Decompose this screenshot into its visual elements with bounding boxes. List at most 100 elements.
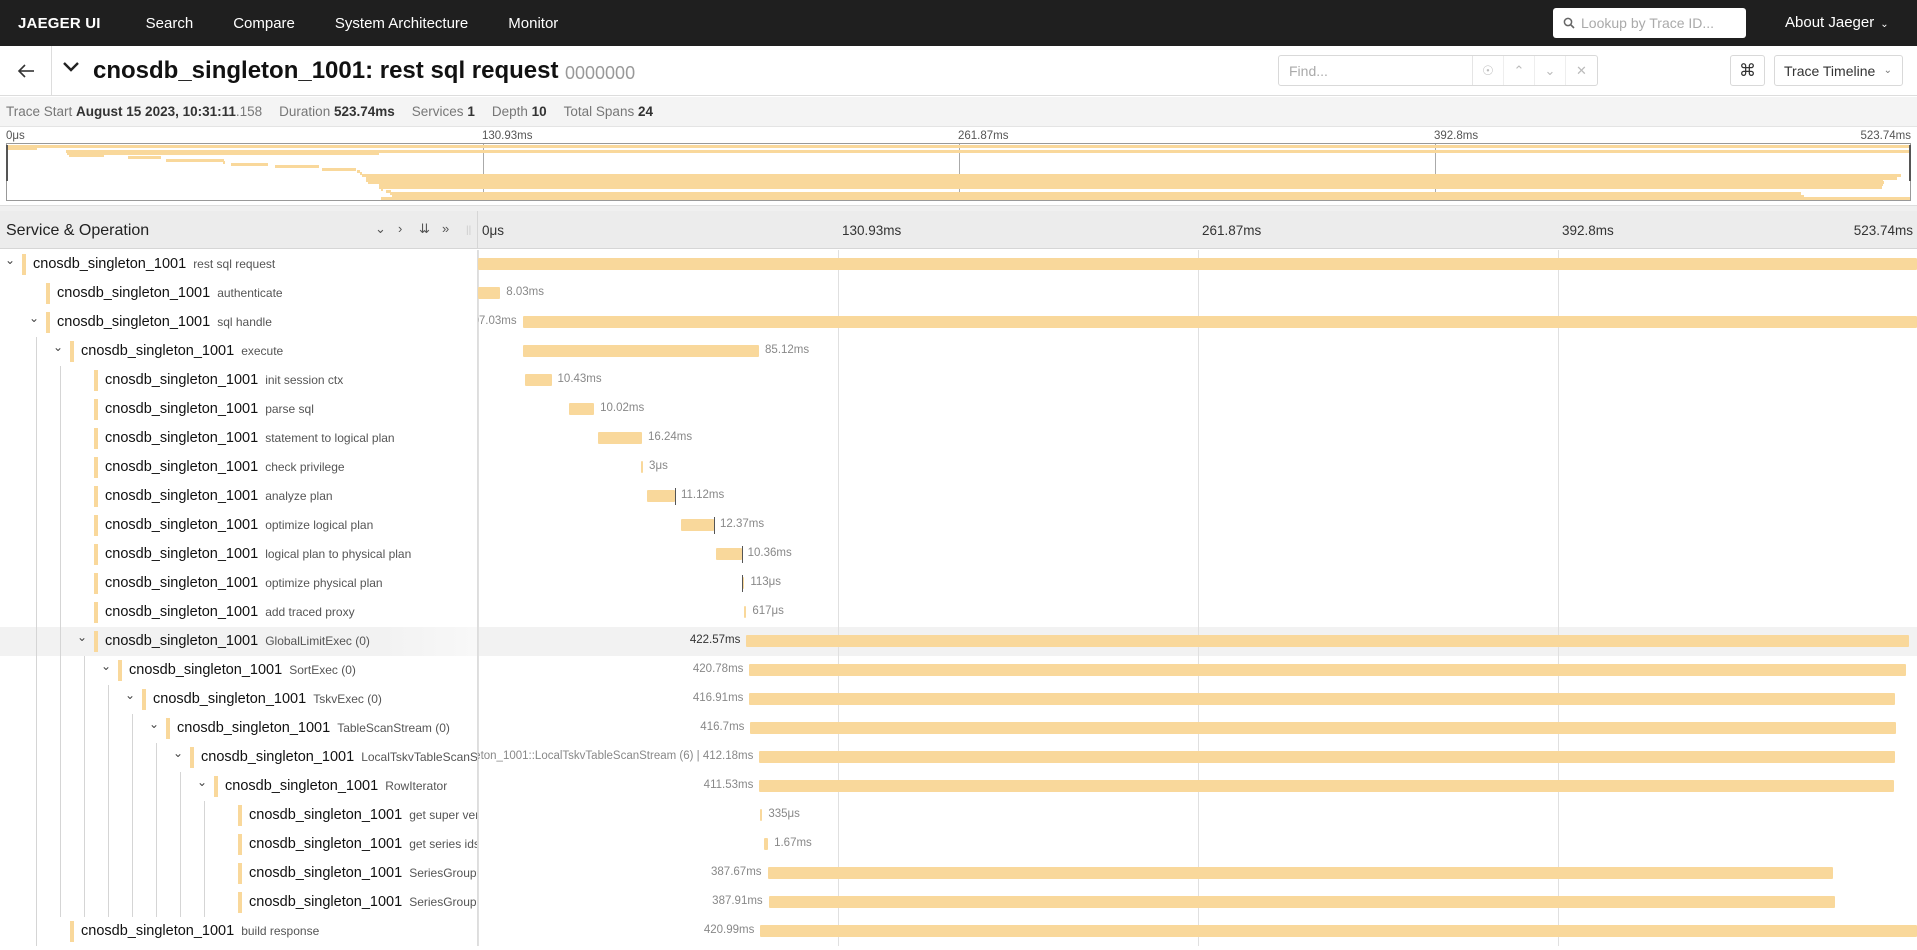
- span-name-cell[interactable]: cnosdb_singleton_1001 init session ctx: [0, 366, 478, 395]
- span-bar[interactable]: [742, 577, 745, 589]
- span-timeline-cell[interactable]: 10.02ms: [478, 395, 1917, 424]
- chevron-down-icon[interactable]: ⌄: [125, 688, 136, 702]
- back-button[interactable]: [0, 46, 52, 96]
- span-timeline-cell[interactable]: 416.7ms: [478, 714, 1917, 743]
- chevron-down-icon[interactable]: [62, 58, 80, 76]
- span-service-name[interactable]: cnosdb_singleton_1001 GlobalLimitExec (0): [105, 633, 370, 649]
- span-row[interactable]: cnosdb_singleton_1001SeriesGroupRowItera…: [0, 859, 1917, 888]
- span-row[interactable]: cnosdb_singleton_1001 add traced proxy 617…: [0, 598, 1917, 627]
- nav-system-architecture[interactable]: System Architecture: [334, 14, 469, 32]
- span-bar[interactable]: [716, 548, 742, 560]
- span-row[interactable]: ⌄ cnosdb_singleton_1001 SortExec (0) 420.78…: [0, 656, 1917, 685]
- span-timeline-cell[interactable]: 3μs: [478, 453, 1917, 482]
- expand-all-icon[interactable]: »: [442, 221, 450, 236]
- span-service-name[interactable]: cnosdb_singleton_1001 statement to logica…: [105, 430, 395, 446]
- span-bar[interactable]: [744, 606, 747, 618]
- span-row[interactable]: cnosdb_singleton_1001 init session ctx 10.…: [0, 366, 1917, 395]
- span-service-name[interactable]: cnosdb_singleton_1001 check privilege: [105, 459, 345, 475]
- span-service-name[interactable]: cnosdb_singleton_1001 rest sql request: [33, 256, 276, 272]
- close-icon[interactable]: ✕: [1576, 62, 1587, 78]
- chevron-down-icon[interactable]: ⌄: [173, 746, 184, 760]
- span-bar[interactable]: [478, 287, 501, 299]
- span-service-name[interactable]: cnosdb_singleton_1001 RowIterator: [225, 778, 448, 794]
- span-name-cell[interactable]: ⌄ cnosdb_singleton_1001 GlobalLimitExec (0…: [0, 627, 478, 656]
- span-bar[interactable]: [523, 345, 760, 357]
- span-row[interactable]: ⌄ cnosdb_singleton_1001 execute 85.12ms: [0, 337, 1917, 366]
- span-service-name[interactable]: cnosdb_singleton_1001 get series ids: [249, 836, 478, 852]
- span-bar[interactable]: [749, 664, 1906, 676]
- span-timeline-cell[interactable]: 8.03ms: [478, 279, 1917, 308]
- span-service-name[interactable]: cnosdb_singleton_1001 optimize physical p…: [105, 575, 383, 591]
- span-name-cell[interactable]: ⌄ cnosdb_singleton_1001 rest sql request: [0, 250, 478, 279]
- span-timeline-cell[interactable]: 12.37ms: [478, 511, 1917, 540]
- span-service-name[interactable]: cnosdb_singleton_1001 logical plan to phy…: [105, 546, 412, 562]
- chevron-down-icon[interactable]: ⌄: [1535, 56, 1566, 85]
- span-service-name[interactable]: cnosdb_singleton_1001 TableScanStream (0): [177, 720, 450, 736]
- span-bar[interactable]: [522, 316, 1917, 328]
- span-service-name[interactable]: cnosdb_singleton_1001 sql handle: [57, 314, 272, 330]
- collapse-one-icon[interactable]: ⌄: [375, 221, 386, 236]
- span-bar[interactable]: [647, 490, 675, 502]
- span-service-name[interactable]: cnosdb_singleton_1001 optimize logical pl…: [105, 517, 374, 533]
- span-name-cell[interactable]: ⌄ cnosdb_singleton_1001 execute: [0, 337, 478, 366]
- span-service-name[interactable]: cnosdb_singleton_1001SeriesGroupRowItera…: [249, 865, 477, 881]
- span-timeline-cell[interactable]: 411.53ms: [478, 772, 1917, 801]
- span-bar[interactable]: [764, 838, 769, 850]
- span-timeline-cell[interactable]: 422.57ms: [478, 627, 1917, 656]
- span-row[interactable]: ⌄ cnosdb_singleton_1001 GlobalLimitExec (0…: [0, 627, 1917, 656]
- span-bar[interactable]: [750, 722, 1896, 734]
- span-timeline-cell[interactable]: 11.12ms: [478, 482, 1917, 511]
- span-row[interactable]: cnosdb_singleton_1001 statement to logica…: [0, 424, 1917, 453]
- span-row[interactable]: cnosdb_singleton_1001 build response 420.9…: [0, 917, 1917, 946]
- span-row[interactable]: ⌄ cnosdb_singleton_1001 LocalTskvTableScan…: [0, 743, 1917, 772]
- span-service-name[interactable]: cnosdb_singleton_1001 SortExec (0): [129, 662, 356, 678]
- span-timeline-cell[interactable]: 617μs: [478, 598, 1917, 627]
- trace-id-lookup[interactable]: [1553, 8, 1746, 38]
- span-service-name[interactable]: cnosdb_singleton_1001 TskvExec (0): [153, 691, 382, 707]
- span-bar[interactable]: [598, 432, 643, 444]
- span-timeline-cell[interactable]: 10.36ms: [478, 540, 1917, 569]
- span-name-cell[interactable]: cnosdb_singleton_1001 logical plan to phy…: [0, 540, 478, 569]
- trace-minimap[interactable]: 0μs 130.93ms 261.87ms 392.8ms 523.74ms: [0, 127, 1917, 205]
- span-bar[interactable]: [478, 258, 1917, 270]
- minimap-canvas[interactable]: [6, 143, 1911, 201]
- chevron-down-icon[interactable]: ⌄: [77, 630, 88, 644]
- span-row[interactable]: cnosdb_singleton_1001 analyze plan 11.12ms: [0, 482, 1917, 511]
- span-timeline-cell[interactable]: cnosdb_singleton_1001::LocalTskvTableSca…: [478, 743, 1917, 772]
- span-name-cell[interactable]: ⌄ cnosdb_singleton_1001 TskvExec (0): [0, 685, 478, 714]
- span-service-name[interactable]: cnosdb_singleton_1001 parse sql: [105, 401, 314, 417]
- span-row[interactable]: ⌄ cnosdb_singleton_1001 RowIterator 411.53m…: [0, 772, 1917, 801]
- span-row[interactable]: ⌄ cnosdb_singleton_1001 TskvExec (0) 416.91…: [0, 685, 1917, 714]
- about-jaeger-menu[interactable]: About Jaeger ⌄: [1785, 14, 1889, 31]
- span-bar[interactable]: [746, 635, 1909, 647]
- span-timeline-cell[interactable]: 420.99ms: [478, 917, 1917, 946]
- chevron-down-icon[interactable]: ⌄: [29, 311, 40, 325]
- span-name-cell[interactable]: cnosdb_singleton_1001 build response: [0, 917, 478, 946]
- span-name-cell[interactable]: cnosdb_singleton_1001 optimize logical pl…: [0, 511, 478, 540]
- locate-icon[interactable]: ☉: [1473, 56, 1504, 85]
- span-row[interactable]: cnosdb_singleton_1001 get series ids 1.67m…: [0, 830, 1917, 859]
- span-timeline-cell[interactable]: 387.67ms: [478, 859, 1917, 888]
- expand-one-icon[interactable]: ›: [398, 221, 403, 236]
- keyboard-shortcuts-button[interactable]: ⌘: [1730, 55, 1765, 86]
- span-bar[interactable]: [767, 867, 1834, 879]
- span-bar[interactable]: [641, 461, 644, 473]
- brand-logo[interactable]: JAEGER UI: [18, 14, 101, 32]
- span-bar[interactable]: [759, 780, 1894, 792]
- span-row[interactable]: cnosdb_singleton_1001 parse sql 10.02ms: [0, 395, 1917, 424]
- span-name-cell[interactable]: ⌄ cnosdb_singleton_1001 sql handle: [0, 308, 478, 337]
- span-name-cell[interactable]: cnosdb_singleton_1001SeriesGroupRowItera…: [0, 859, 478, 888]
- span-name-cell[interactable]: cnosdb_singleton_1001 analyze plan: [0, 482, 478, 511]
- span-bar[interactable]: [760, 809, 763, 821]
- chevron-down-icon[interactable]: ⌄: [149, 717, 160, 731]
- chevron-down-icon[interactable]: ⌄: [197, 775, 208, 789]
- collapse-all-icon[interactable]: ⇊: [419, 221, 430, 236]
- span-name-cell[interactable]: cnosdb_singleton_1001 check privilege: [0, 453, 478, 482]
- span-service-name[interactable]: cnosdb_singleton_1001 execute: [81, 343, 284, 359]
- span-service-name[interactable]: cnosdb_singleton_1001 authenticate: [57, 285, 283, 301]
- span-bar[interactable]: [760, 925, 1917, 937]
- span-name-cell[interactable]: cnosdb_singleton_1001 statement to logica…: [0, 424, 478, 453]
